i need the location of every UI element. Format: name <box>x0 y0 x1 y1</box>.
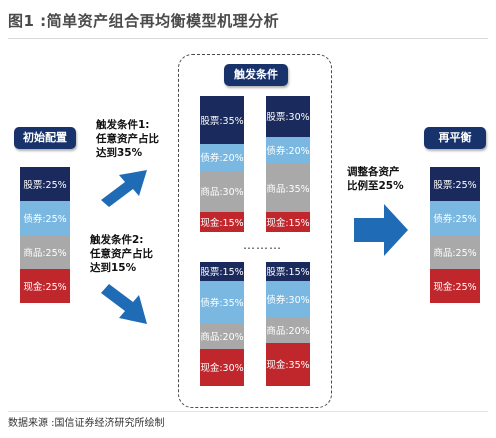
t2-right-commodity-segment: 商品:20% <box>266 317 310 343</box>
trigger-condition-2: 触发条件2: 任意资产占比 达到15% <box>90 233 153 275</box>
ellipsis: ……… <box>243 238 282 252</box>
data-source-note: 数据来源 :国信证券经济研究所绘制 <box>8 418 165 429</box>
t1-left-stock-segment: 股票:35% <box>200 96 244 144</box>
initial-allocation-label: 初始配置 <box>14 127 76 149</box>
final-commodity-segment: 商品:25% <box>430 235 480 269</box>
initial-commodity-segment: 商品:25% <box>20 235 70 269</box>
t2-right-stock-segment: 股票:15% <box>266 262 310 281</box>
trigger-condition-2-threshold: 达到15% <box>90 262 137 274</box>
rebalance-instruction: 调整各资产 比例至25% <box>347 165 404 193</box>
initial-allocation-stack: 股票:25% 债券:25% 商品:25% 现金:25% <box>20 167 70 303</box>
trigger-condition-2-desc: 任意资产占比 <box>90 248 153 260</box>
final-cash-segment: 现金:25% <box>430 269 480 303</box>
trigger-condition-1: 触发条件1: 任意资产占比 达到35% <box>96 118 159 160</box>
rebalance-instruction-line1: 调整各资产 <box>347 166 400 178</box>
trigger1-stack-left: 股票:35% 债券:20% 商品:30% 现金:15% <box>200 96 244 232</box>
initial-cash-segment: 现金:25% <box>20 269 70 303</box>
up-right-arrow-icon <box>101 170 147 207</box>
t1-right-commodity-segment: 商品:35% <box>266 163 310 212</box>
initial-stock-segment: 股票:25% <box>20 167 70 201</box>
t2-left-stock-segment: 股票:15% <box>200 262 244 281</box>
t1-right-stock-segment: 股票:30% <box>266 96 310 137</box>
t2-left-commodity-segment: 商品:20% <box>200 323 244 349</box>
initial-bond-segment: 债券:25% <box>20 201 70 235</box>
trigger-condition-1-title: 触发条件1: <box>96 119 150 131</box>
trigger1-stack-right: 股票:30% 债券:20% 商品:35% 现金:15% <box>266 96 310 232</box>
t2-right-bond-segment: 债券:30% <box>266 280 310 318</box>
t1-right-cash-segment: 现金:15% <box>266 211 310 232</box>
t2-right-cash-segment: 现金:35% <box>266 342 310 386</box>
t2-left-cash-segment: 现金:30% <box>200 348 244 386</box>
down-right-arrow-icon <box>101 284 147 324</box>
trigger-condition-1-threshold: 达到35% <box>96 147 143 159</box>
trigger-condition-label: 触发条件 <box>224 64 288 86</box>
rebalance-instruction-line2: 比例至25% <box>347 180 404 192</box>
trigger-scenarios-frame <box>178 54 332 408</box>
trigger-condition-1-desc: 任意资产占比 <box>96 133 159 145</box>
figure-title: 图1 :简单资产组合再均衡模型机理分析 <box>8 12 280 30</box>
t1-right-bond-segment: 债券:20% <box>266 136 310 164</box>
trigger2-stack-left: 股票:15% 债券:35% 商品:20% 现金:30% <box>200 262 244 386</box>
title-divider <box>8 38 488 39</box>
t1-left-commodity-segment: 商品:30% <box>200 170 244 212</box>
final-stock-segment: 股票:25% <box>430 167 480 201</box>
right-arrow-icon <box>354 204 408 256</box>
footer-divider <box>8 411 488 412</box>
final-bond-segment: 债券:25% <box>430 201 480 235</box>
trigger2-stack-right: 股票:15% 债券:30% 商品:20% 现金:35% <box>266 262 310 386</box>
rebalanced-allocation-stack: 股票:25% 债券:25% 商品:25% 现金:25% <box>430 167 480 303</box>
t2-left-bond-segment: 债券:35% <box>200 280 244 324</box>
trigger-condition-2-title: 触发条件2: <box>90 234 144 246</box>
t1-left-cash-segment: 现金:15% <box>200 211 244 232</box>
t1-left-bond-segment: 债券:20% <box>200 143 244 171</box>
rebalance-label: 再平衡 <box>424 127 486 149</box>
